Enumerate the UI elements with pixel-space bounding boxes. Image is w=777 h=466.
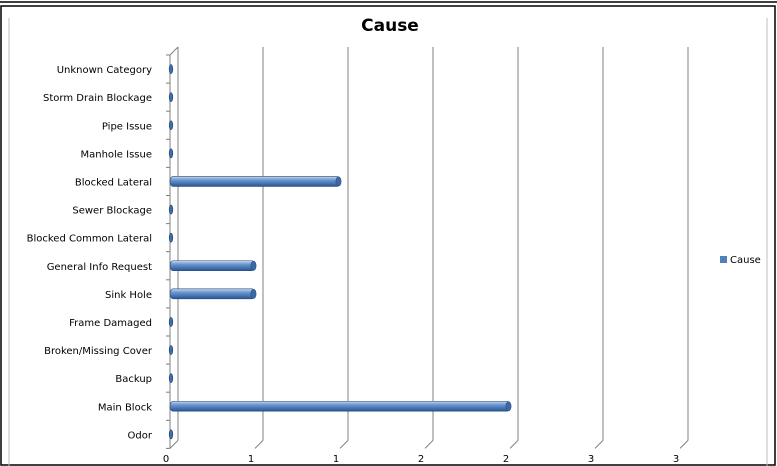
bar-cap xyxy=(335,176,342,187)
bar-cap xyxy=(250,260,257,271)
bar-cap xyxy=(168,345,174,355)
category-label: Sewer Blockage xyxy=(72,206,152,217)
gridline-floor xyxy=(679,440,689,449)
gridline-floor xyxy=(594,440,604,449)
category-label: Blocked Common Lateral xyxy=(27,234,152,245)
bar xyxy=(168,92,174,102)
category-label: Blocked Lateral xyxy=(75,177,152,188)
bar-cap xyxy=(168,148,174,159)
chart-border xyxy=(0,5,776,466)
category-label: Odor xyxy=(128,430,153,441)
gridlines xyxy=(254,47,689,449)
category-axis-labels: Unknown Category Storm Drain Blockage Pipe… xyxy=(27,65,153,441)
category-label: Sink Hole xyxy=(105,290,152,301)
bar-cap xyxy=(168,92,174,102)
value-tick-label: 1 xyxy=(248,454,254,465)
value-tick-label: 2 xyxy=(418,454,424,465)
bar-cap xyxy=(168,204,174,215)
bar-cap xyxy=(168,317,174,327)
gridline-floor xyxy=(339,440,349,449)
bar-cap xyxy=(505,401,512,412)
bar xyxy=(169,260,257,272)
category-label: Storm Drain Blockage xyxy=(43,93,152,104)
value-tick-label: 2 xyxy=(503,454,509,465)
bar-body xyxy=(169,400,511,412)
bar xyxy=(168,373,174,383)
category-label: Broken/Missing Cover xyxy=(44,346,153,357)
legend-label: Cause xyxy=(730,255,761,266)
bar-cap xyxy=(168,429,174,440)
bar xyxy=(168,429,174,440)
value-axis-labels: 0 1 1 2 2 3 3 xyxy=(163,454,679,465)
bar xyxy=(168,345,174,355)
bar-cap xyxy=(168,64,174,74)
bar-body xyxy=(169,288,256,300)
bar xyxy=(168,204,174,215)
axes xyxy=(166,46,179,449)
axis-top-edge xyxy=(169,46,179,56)
category-label: Backup xyxy=(115,374,152,385)
category-label: Manhole Issue xyxy=(80,149,152,160)
bar-body xyxy=(169,176,341,187)
chart-title: Cause xyxy=(361,16,419,36)
bar xyxy=(169,176,342,187)
bar xyxy=(168,120,174,131)
bars xyxy=(168,64,512,440)
category-label: Frame Damaged xyxy=(69,318,152,329)
axis-depth-edge xyxy=(169,440,179,449)
gridline-floor xyxy=(509,440,519,449)
value-tick-label: 1 xyxy=(333,454,339,465)
bar-cap xyxy=(168,373,174,383)
gridline-floor xyxy=(424,440,434,449)
bar xyxy=(168,148,174,159)
legend: Cause xyxy=(720,255,761,266)
bar-cap xyxy=(168,232,174,243)
bar-cap xyxy=(168,120,174,131)
category-label: General Info Request xyxy=(47,262,152,273)
category-label: Main Block xyxy=(98,402,152,413)
value-tick-label: 3 xyxy=(588,454,594,465)
value-tick-label: 3 xyxy=(673,454,679,465)
category-label: Unknown Category xyxy=(57,65,152,76)
bar xyxy=(168,64,174,74)
bar xyxy=(168,317,174,327)
value-tick-label: 0 xyxy=(163,454,169,465)
bar-cap xyxy=(250,288,257,299)
legend-swatch xyxy=(720,256,727,263)
gridline-floor xyxy=(254,440,264,449)
category-label: Pipe Issue xyxy=(102,121,152,132)
bar xyxy=(169,288,257,300)
bar-body xyxy=(169,260,256,272)
bar xyxy=(168,232,174,243)
bar xyxy=(169,400,512,412)
